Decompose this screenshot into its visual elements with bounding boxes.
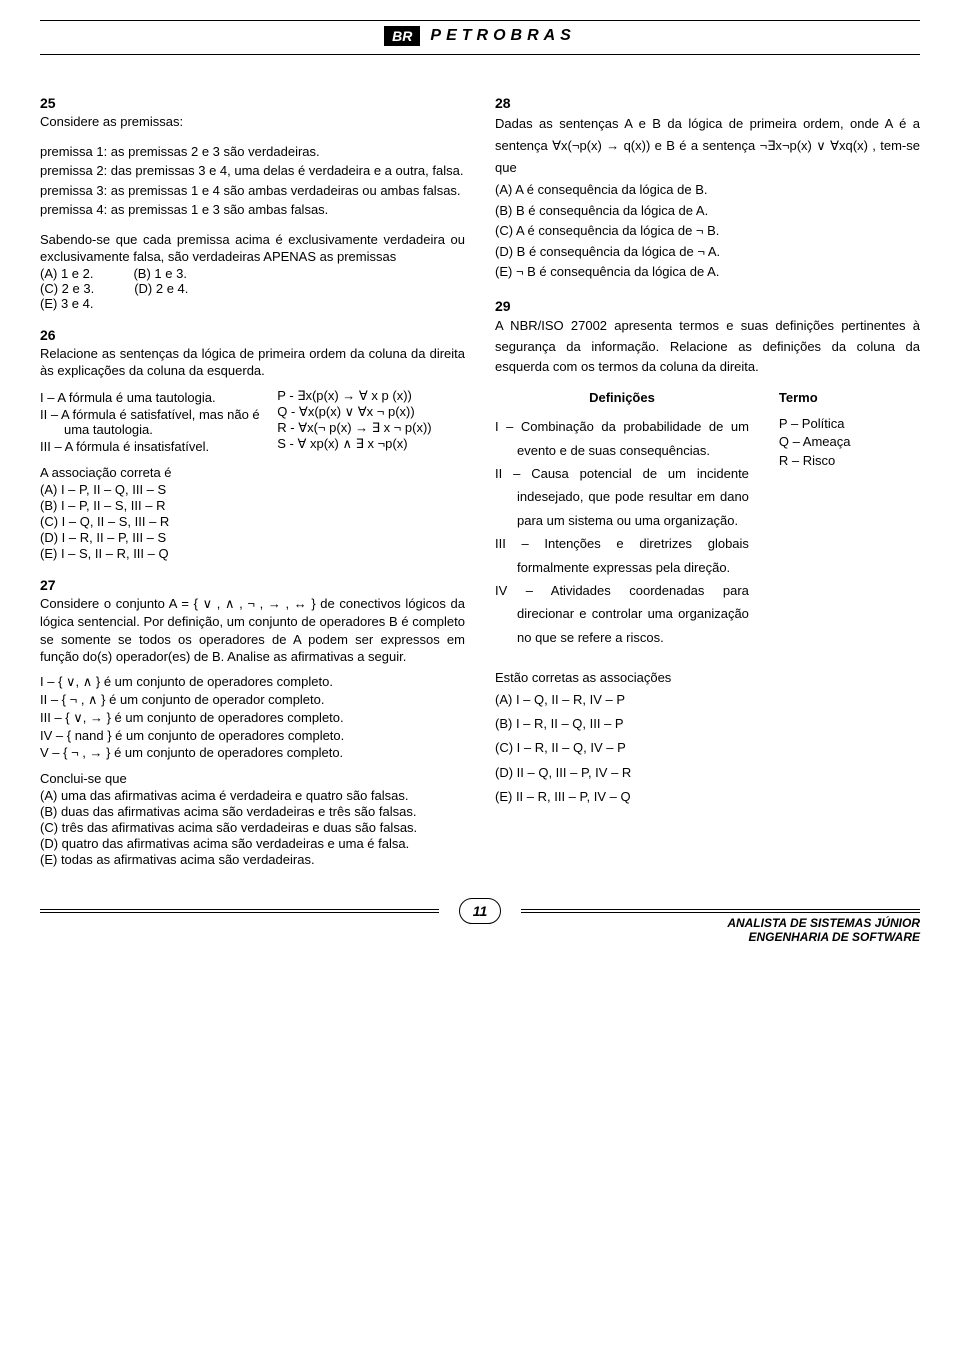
- q26-option-d: (D) I – R, II – P, III – S: [40, 530, 465, 545]
- right-column: 28 Dadas as sentenças A e B da lógica de…: [495, 79, 920, 868]
- q27-stem: Considere o conjunto A = { ∨ , ∧ , ¬ , →…: [40, 595, 465, 665]
- q26-number: 26: [40, 327, 465, 343]
- q29-def-4: IV – Atividades coordenadas para direcio…: [495, 579, 749, 649]
- br-logo: BR: [384, 26, 420, 46]
- q26-match-columns: I – A fórmula é uma tautologia. II – A f…: [40, 388, 465, 456]
- q27-option-e: (E) todas as afirmativas acima são verda…: [40, 852, 465, 867]
- q29-option-c: (C) I – R, II – Q, IV – P: [495, 736, 920, 759]
- q26-right-q: Q - ∀x(p(x) ∨ ∀x ¬ p(x)): [277, 404, 465, 420]
- q26-option-c: (C) I – Q, II – S, III – R: [40, 514, 465, 529]
- q25-option-d: (D) 2 e 4.: [134, 281, 188, 296]
- footer-title: ANALISTA DE SISTEMAS JÚNIOR ENGENHARIA D…: [727, 916, 920, 944]
- q29-def-2: II – Causa potencial de um incidente ind…: [495, 462, 749, 532]
- q27-option-c: (C) três das afirmativas acima são verda…: [40, 820, 465, 835]
- q27-item-1: I – { ∨, ∧ } é um conjunto de operadores…: [40, 674, 465, 690]
- q28-option-c: (C) A é consequência da lógica de ¬ B.: [495, 221, 920, 241]
- q27-conclusion-label: Conclui-se que: [40, 770, 465, 788]
- q27-item-4: IV – { nand } é um conjunto de operadore…: [40, 728, 465, 743]
- q29-option-a: (A) I – Q, II – R, IV – P: [495, 688, 920, 711]
- q25-p4: premissa 4: as premissas 1 e 3 são ambas…: [40, 201, 465, 219]
- q27-item-5: V – { ¬ , → } é um conjunto de operadore…: [40, 745, 465, 760]
- q25-intro: Considere as premissas:: [40, 113, 465, 131]
- q25-stem: Sabendo-se que cada premissa acima é exc…: [40, 231, 465, 266]
- q29-def-3: III – Intenções e diretrizes globais for…: [495, 532, 749, 579]
- q26-right-s: S - ∀ xp(x) ∧ ∃ x ¬p(x): [277, 436, 465, 452]
- q29-termo-q: Q – Ameaça: [779, 433, 920, 451]
- q29-correct-label: Estão corretas as associações: [495, 669, 920, 687]
- q26-option-e: (E) I – S, II – R, III – Q: [40, 546, 465, 561]
- q25-p2: premissa 2: das premissas 3 e 4, uma del…: [40, 162, 465, 180]
- q28-option-e: (E) ¬ B é consequência da lógica de A.: [495, 262, 920, 282]
- q25-p3: premissa 3: as premissas 1 e 4 são ambas…: [40, 182, 465, 200]
- q25-number: 25: [40, 95, 465, 111]
- q26-right-p: P - ∃x(p(x) → ∀ x p (x)): [277, 388, 465, 404]
- content-columns: 25 Considere as premissas: premissa 1: a…: [40, 79, 920, 868]
- page-number: 11: [459, 898, 501, 924]
- q26-stem: Relacione as sentenças da lógica de prim…: [40, 345, 465, 380]
- q26-option-a: (A) I – P, II – Q, III – S: [40, 482, 465, 497]
- q25-p1: premissa 1: as premissas 2 e 3 são verda…: [40, 143, 465, 161]
- q25-option-c: (C) 2 e 3.: [40, 281, 94, 296]
- q26-left-3: III – A fórmula é insatisfatível.: [40, 439, 265, 454]
- q26-assoc-label: A associação correta é: [40, 464, 465, 482]
- brand-name: PETROBRAS: [430, 27, 575, 45]
- q27-option-b: (B) duas das afirmativas acima são verda…: [40, 804, 465, 819]
- footer-line-left: [40, 909, 439, 913]
- q29-def-1: I – Combinação da probabilidade de um ev…: [495, 415, 749, 462]
- left-column: 25 Considere as premissas: premissa 1: a…: [40, 79, 465, 868]
- q29-def-termo: Definições I – Combinação da probabilida…: [495, 390, 920, 649]
- q28-option-b: (B) B é consequência da lógica de A.: [495, 201, 920, 221]
- q29-option-e: (E) II – R, III – P, IV – Q: [495, 785, 920, 808]
- brand-block: BR PETROBRAS: [384, 20, 576, 46]
- q28-number: 28: [495, 95, 920, 111]
- q29-option-d: (D) II – Q, III – P, IV – R: [495, 761, 920, 784]
- q27-item-2: II – { ¬ , ∧ } é um conjunto de operador…: [40, 692, 465, 708]
- q25-option-b: (B) 1 e 3.: [133, 266, 186, 281]
- q29-number: 29: [495, 298, 920, 314]
- q28-option-a: (A) A é consequência da lógica de B.: [495, 180, 920, 200]
- q29-termo-p: P – Política: [779, 415, 920, 433]
- q28-stem: Dadas as sentenças A e B da lógica de pr…: [495, 113, 920, 179]
- page-header: BR PETROBRAS: [40, 20, 920, 55]
- footer-line-right: [521, 909, 920, 913]
- q26-right-r: R - ∀x(¬ p(x) → ∃ x ¬ p(x)): [277, 420, 465, 436]
- q29-termo-r: R – Risco: [779, 452, 920, 470]
- footer-line-1: ANALISTA DE SISTEMAS JÚNIOR: [727, 916, 920, 930]
- q29-stem: A NBR/ISO 27002 apresenta termos e suas …: [495, 316, 920, 378]
- page-footer: 11 ANALISTA DE SISTEMAS JÚNIOR ENGENHARI…: [40, 898, 920, 924]
- q25-option-a: (A) 1 e 2.: [40, 266, 93, 281]
- q25-option-e: (E) 3 e 4.: [40, 296, 465, 311]
- q29-termo-head: Termo: [779, 390, 920, 405]
- q27-item-3: III – { ∨, → } é um conjunto de operador…: [40, 710, 465, 726]
- q26-left-1: I – A fórmula é uma tautologia.: [40, 390, 265, 405]
- q28-option-d: (D) B é consequência da lógica de ¬ A.: [495, 242, 920, 262]
- q26-left-2: II – A fórmula é satisfatível, mas não é…: [40, 407, 265, 437]
- footer-line-2: ENGENHARIA DE SOFTWARE: [727, 930, 920, 944]
- q27-number: 27: [40, 577, 465, 593]
- q29-def-head: Definições: [495, 390, 749, 405]
- q27-option-d: (D) quatro das afirmativas acima são ver…: [40, 836, 465, 851]
- q26-option-b: (B) I – P, II – S, III – R: [40, 498, 465, 513]
- q27-option-a: (A) uma das afirmativas acima é verdadei…: [40, 788, 465, 803]
- q29-option-b: (B) I – R, II – Q, III – P: [495, 712, 920, 735]
